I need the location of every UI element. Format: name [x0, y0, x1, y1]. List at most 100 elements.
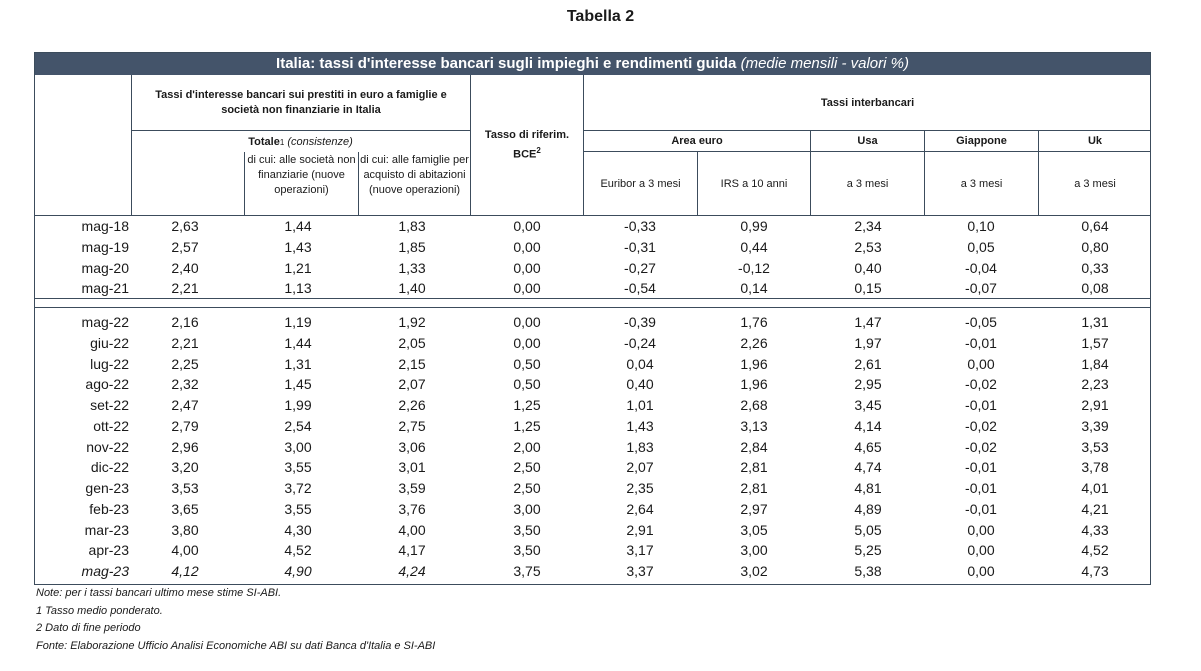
- table-cell: 1,43: [284, 238, 312, 255]
- table-cell: 2,95: [854, 376, 882, 393]
- table-cell: 2,26: [740, 334, 768, 351]
- header-divider: [583, 130, 1151, 131]
- table-cell: -0,01: [965, 480, 997, 496]
- table-cell: 1,76: [740, 314, 768, 330]
- table-cell: 2,96: [171, 438, 199, 455]
- table-row: apr-23 4,00 4,52 4,17 3,50 3,17 3,00 5,25 0,00 4,…: [35, 540, 1150, 561]
- table-cell: 0,00: [513, 238, 541, 255]
- table-cell: 1,44: [284, 334, 312, 351]
- table-cell: 3,00: [740, 542, 768, 559]
- table-cell: 2,25: [171, 355, 199, 372]
- table-cell: -0,54: [624, 280, 656, 297]
- table-cell: 2,53: [854, 238, 882, 255]
- table-row: mag-18 2,63 1,44 1,83 0,00 -0,33 0,99 2,34 0,10 0…: [35, 216, 1150, 237]
- table-cell: 4,12: [171, 563, 199, 579]
- table-cell: -0,24: [624, 334, 656, 351]
- table-cell: 1,92: [398, 314, 426, 330]
- header-totale: Totale 1 (consistenze): [131, 133, 470, 151]
- table-cell: 3,37: [626, 563, 654, 579]
- table-row: gen-23 3,53 3,72 3,59 2,50 2,35 2,81 4,81 -0,01 4…: [35, 478, 1150, 499]
- table-cell: 1,31: [1081, 314, 1109, 330]
- table-cell: 0,50: [513, 376, 541, 393]
- row-label: mar-23: [84, 521, 129, 538]
- table-cell: 2,68: [740, 397, 768, 413]
- table-cell: 0,10: [967, 218, 995, 234]
- table-cell: 2,54: [284, 417, 312, 434]
- header-famiglie: di cui: alle famiglie per acquisto di ab…: [360, 153, 469, 196]
- table-cell: 3,53: [1081, 438, 1109, 455]
- row-label: apr-23: [88, 542, 129, 559]
- table-cell: 2,40: [171, 259, 199, 276]
- table-row: mar-23 3,80 4,30 4,00 3,50 2,91 3,05 5,05 0,00 4,…: [35, 520, 1150, 541]
- table-cell: 5,38: [854, 563, 882, 579]
- header-prestiti: Tassi d'interesse bancari sui prestiti i…: [155, 89, 447, 116]
- table-cell: -0,07: [965, 280, 997, 297]
- header-bce-label: Tasso di riferim. BCE: [484, 128, 570, 161]
- header-giappone: Giappone: [956, 135, 1007, 147]
- table-cell: 1,40: [398, 280, 426, 297]
- table-cell: 2,16: [171, 314, 199, 330]
- header-divider: [1038, 131, 1039, 215]
- table-row: set-22 2,47 1,99 2,26 1,25 1,01 2,68 3,45 -0,01 2…: [35, 395, 1150, 416]
- table-cell: 3,50: [513, 521, 541, 538]
- row-label: mag-21: [81, 280, 129, 297]
- table-cell: 1,84: [1081, 355, 1109, 372]
- table-cell: 2,47: [171, 397, 199, 413]
- table-cell: 4,81: [854, 480, 882, 496]
- table-cell: 1,99: [284, 397, 312, 413]
- table-cell: 0,00: [967, 542, 995, 559]
- table-cell: 3,50: [513, 542, 541, 559]
- table-cell: 4,17: [398, 542, 426, 559]
- table-cell: 0,00: [967, 563, 995, 579]
- table-cell: 1,47: [854, 314, 882, 330]
- table-cell: 1,83: [398, 218, 426, 234]
- table-cell: 3,80: [171, 521, 199, 538]
- header-interbancari: Tassi interbancari: [820, 96, 915, 109]
- row-label: ago-22: [85, 376, 129, 393]
- table-cell: -0,02: [965, 376, 997, 393]
- table-cell: 2,05: [398, 334, 426, 351]
- table-title-main: Italia: tassi d'interesse bancari sugli …: [276, 55, 737, 72]
- rates-table: Italia: tassi d'interesse bancari sugli …: [34, 52, 1151, 585]
- table-cell: 0,40: [854, 259, 882, 276]
- table-cell: -0,02: [965, 417, 997, 434]
- table-cell: 0,00: [513, 280, 541, 297]
- header-usa: Usa: [857, 135, 878, 147]
- table-cell: -0,02: [965, 438, 997, 455]
- table-cell: 4,00: [171, 542, 199, 559]
- header-area-euro: Area euro: [671, 135, 723, 147]
- row-label: mag-22: [81, 314, 129, 330]
- table-cell: 0,80: [1081, 238, 1109, 255]
- table-cell: 3,00: [513, 500, 541, 517]
- table-cell: 2,35: [626, 480, 654, 496]
- table-cell: 2,32: [171, 376, 199, 393]
- table-cell: 2,81: [740, 459, 768, 476]
- table-row: mag-21 2,21 1,13 1,40 0,00 -0,54 0,14 0,15 -0,07…: [35, 278, 1150, 299]
- table-cell: 2,07: [398, 376, 426, 393]
- table-cell: 0,00: [513, 334, 541, 351]
- table-cell: 1,96: [740, 376, 768, 393]
- table-cell: 1,25: [513, 397, 541, 413]
- table-cell: 0,99: [740, 218, 768, 234]
- header-divider: [131, 75, 132, 215]
- header-totale-sup: 1: [279, 137, 285, 147]
- table-cell: 3,45: [854, 397, 882, 413]
- table-cell: 2,64: [626, 500, 654, 517]
- table-cell: 4,24: [398, 563, 426, 579]
- table-cell: 3,65: [171, 500, 199, 517]
- table-cell: -0,04: [965, 259, 997, 276]
- table-row: dic-22 3,20 3,55 3,01 2,50 2,07 2,81 4,74 -0,01 3…: [35, 457, 1150, 478]
- table-cell: 4,65: [854, 438, 882, 455]
- table-cell: 3,20: [171, 459, 199, 476]
- table-row: mag-22 2,16 1,19 1,92 0,00 -0,39 1,76 1,47 -0,05…: [35, 312, 1150, 333]
- header-divider: [35, 215, 1151, 216]
- row-label: feb-23: [89, 500, 129, 517]
- table-cell: 5,25: [854, 542, 882, 559]
- table-cell: 1,43: [626, 417, 654, 434]
- table-cell: 1,57: [1081, 334, 1109, 351]
- table-row: ott-22 2,79 2,54 2,75 1,25 1,43 3,13 4,14 -0,02 3…: [35, 416, 1150, 437]
- table-cell: -0,27: [624, 259, 656, 276]
- table-cell: 4,73: [1081, 563, 1109, 579]
- table-cell: 4,74: [854, 459, 882, 476]
- table-cell: 2,34: [854, 218, 882, 234]
